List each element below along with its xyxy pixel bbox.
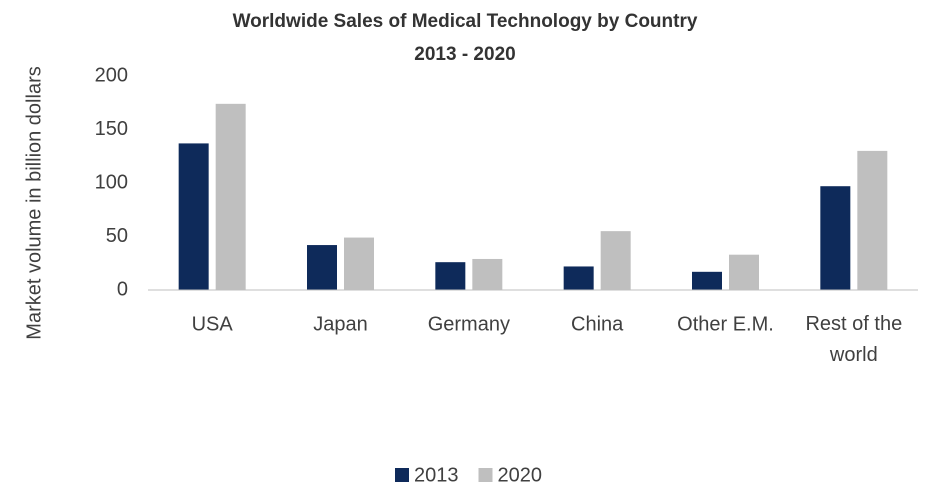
legend-label: 2013 [414,464,459,486]
bar [344,237,374,290]
y-tick-label: 50 [106,225,128,247]
y-tick-label: 150 [95,118,128,140]
y-tick-label: 100 [95,171,128,193]
x-tick-label: Germany [428,313,510,335]
bar [435,262,466,290]
bar [307,245,337,290]
chart-subtitle: 2013 - 2020 [414,44,515,65]
bar [692,271,722,290]
chart-title: Worldwide Sales of Medical Technology by… [233,11,698,32]
x-tick-label: USA [192,313,234,335]
legend-swatch [395,468,409,482]
bar [178,143,209,290]
x-tick-label: Japan [313,313,368,335]
bar [600,231,631,290]
bar [857,150,888,290]
bar [820,186,851,290]
legend-swatch [478,468,493,482]
x-tick-label: Other E.M. [677,313,774,335]
bar [563,266,594,290]
x-tick-label: China [571,313,624,335]
y-tick-label: 0 [117,278,128,300]
bar [729,254,759,290]
bar [215,103,246,290]
bar [472,258,503,290]
y-axis-label: Market volume in billion dollars [23,66,45,339]
x-tick-label: Rest of the world [805,313,902,366]
y-tick-label: 200 [95,64,128,86]
legend-label: 2020 [498,464,543,486]
